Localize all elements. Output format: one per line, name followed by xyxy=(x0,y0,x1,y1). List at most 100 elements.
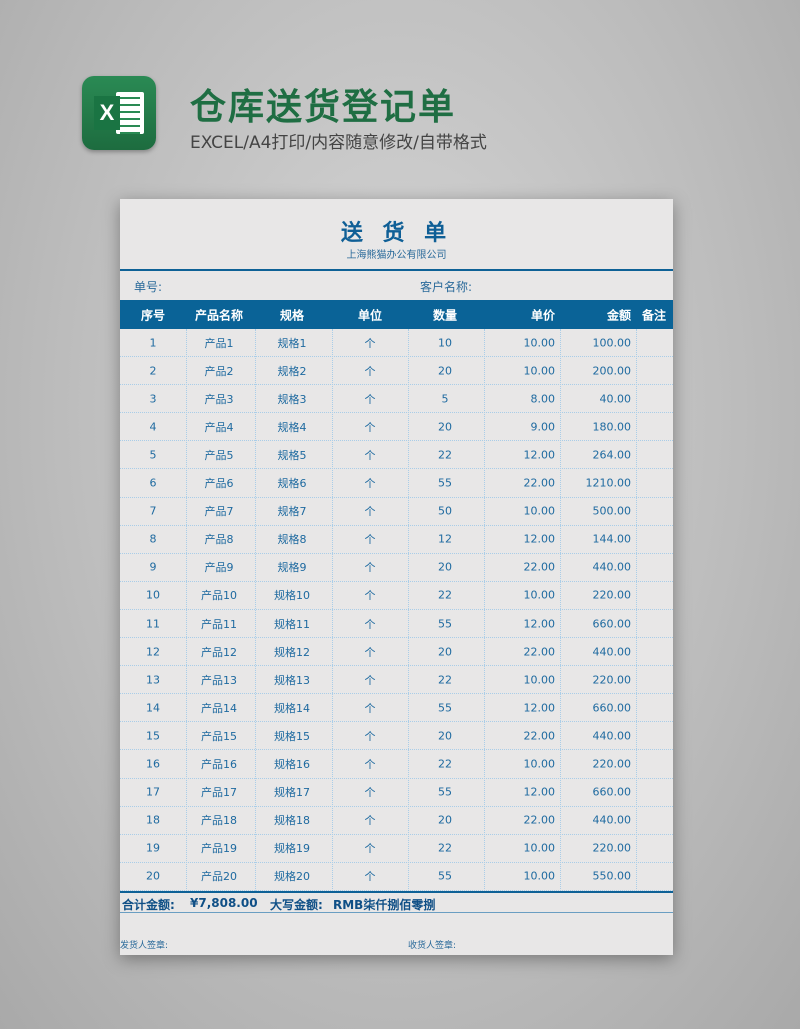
table-header: 序号 产品名称 规格 单位 数量 单价 金额 备注 xyxy=(120,300,673,329)
table-cell: 220.00 xyxy=(592,757,632,771)
table-cell: 660.00 xyxy=(592,617,632,630)
column-header: 单位 xyxy=(357,308,383,322)
table-row: 16 产品16 规格16 个 22 10.00 220.00 xyxy=(120,751,673,779)
table-cell: 100.00 xyxy=(592,336,632,349)
table-cell: 20 xyxy=(438,813,452,827)
excel-logo-icon: X xyxy=(82,76,156,150)
table-cell: 10.00 xyxy=(523,869,556,883)
table-cell: 10.00 xyxy=(523,841,556,855)
table-cell: 个 xyxy=(364,673,376,687)
table-cell: 2 xyxy=(149,364,157,378)
column-header: 序号 xyxy=(140,308,166,322)
table-cell: 22.00 xyxy=(523,645,556,659)
table-cell: 8.00 xyxy=(530,392,556,406)
table-cell: 个 xyxy=(364,505,376,519)
table-cell: 10 xyxy=(146,588,160,602)
column-header: 单价 xyxy=(530,308,555,322)
table-cell: 个 xyxy=(364,729,376,743)
table-cell: 144.00 xyxy=(592,532,632,546)
table-cell: 20 xyxy=(438,645,452,659)
table-cell: 22 xyxy=(438,588,452,602)
table-cell: 个 xyxy=(364,533,376,547)
table-row: 3 产品3 规格3 个 5 8.00 40.00 xyxy=(120,385,673,414)
table-cell: 14 xyxy=(146,701,160,715)
table-cell: 12.00 xyxy=(523,785,556,799)
table-row: 9 产品9 规格9 个 20 22.00 440.00 xyxy=(120,554,673,582)
grid-line xyxy=(636,329,637,891)
table-cell: 规格4 xyxy=(277,420,307,434)
table-cell: 1 xyxy=(149,336,157,349)
column-header: 规格 xyxy=(279,308,305,322)
table-row: 17 产品17 规格17 个 55 12.00 660.00 xyxy=(120,779,673,807)
table-cell: 产品17 xyxy=(201,786,237,800)
table-cell: 规格5 xyxy=(277,448,307,462)
table-cell: 440.00 xyxy=(592,560,632,574)
table-cell: 13 xyxy=(146,673,160,687)
grid-line xyxy=(332,329,333,891)
table-cell: 产品11 xyxy=(201,617,237,631)
table-cell: 22.00 xyxy=(523,729,556,743)
table-row: 14 产品14 规格14 个 55 12.00 660.00 xyxy=(120,694,673,723)
table-row: 12 产品12 规格12 个 20 22.00 440.00 xyxy=(120,638,673,667)
divider xyxy=(120,269,673,271)
table-cell: 规格7 xyxy=(277,505,307,519)
table-cell: 5 xyxy=(441,392,449,406)
table-cell: 10.00 xyxy=(523,336,556,349)
column-header: 产品名称 xyxy=(194,308,244,322)
table-cell: 440.00 xyxy=(592,729,632,743)
table-cell: 产品2 xyxy=(204,364,234,378)
table-cell: 10.00 xyxy=(523,504,556,518)
receiver-signature-label: 收货人签章: xyxy=(408,941,457,951)
table-cell: 规格1 xyxy=(277,336,307,350)
table-cell: 1210.00 xyxy=(585,476,632,490)
table-row: 13 产品13 规格13 个 22 10.00 220.00 xyxy=(120,666,673,695)
table-cell: 660.00 xyxy=(592,701,632,715)
doc-title: 送 货 单 xyxy=(340,221,453,246)
table-cell: 产品1 xyxy=(204,336,234,350)
table-cell: 产品3 xyxy=(204,392,234,406)
table-cell: 220.00 xyxy=(592,588,632,602)
table-cell: 500.00 xyxy=(592,504,632,518)
table-row: 2 产品2 规格2 个 20 10.00 200.00 xyxy=(120,357,673,386)
table-cell: 规格19 xyxy=(274,842,310,856)
column-header: 数量 xyxy=(432,308,458,322)
words-label: 大写金额: xyxy=(270,898,323,912)
customer-label: 客户名称: xyxy=(420,280,473,294)
table-cell: 规格2 xyxy=(277,364,307,378)
table-cell: 规格20 xyxy=(274,870,310,884)
page-title: 仓库送货登记单 xyxy=(190,87,457,128)
table-cell: 规格13 xyxy=(274,673,310,687)
table-cell: 产品13 xyxy=(201,673,237,687)
table-cell: 个 xyxy=(364,701,376,715)
words-value: RMB柒仟捌佰零捌 xyxy=(333,898,436,912)
table-cell: 22 xyxy=(438,448,452,462)
table-cell: 产品15 xyxy=(201,729,237,743)
table-cell: 产品14 xyxy=(201,701,237,715)
table-cell: 20 xyxy=(438,729,452,743)
table-cell: 个 xyxy=(364,786,376,800)
table-cell: 40.00 xyxy=(599,392,632,406)
table-cell: 9 xyxy=(149,560,157,574)
table-cell: 22.00 xyxy=(523,476,556,490)
total-label: 合计金额: xyxy=(122,898,175,912)
table-cell: 22 xyxy=(438,757,452,771)
table-row: 15 产品15 规格15 个 20 22.00 440.00 xyxy=(120,722,673,751)
table-cell: 18 xyxy=(146,813,160,827)
table-row: 6 产品6 规格6 个 55 22.00 1210.00 xyxy=(120,470,673,498)
table-cell: 产品18 xyxy=(201,814,237,828)
table-cell: 22 xyxy=(438,673,452,687)
table-cell: 11 xyxy=(146,617,160,630)
table-cell: 规格3 xyxy=(277,392,307,406)
company-name: 上海熊猫办公有限公司 xyxy=(346,250,447,261)
table-cell: 规格11 xyxy=(274,617,310,631)
table-cell: 55 xyxy=(438,617,452,630)
table-cell: 12.00 xyxy=(523,617,556,630)
table-cell: 规格12 xyxy=(274,645,310,659)
table-cell: 个 xyxy=(364,561,376,575)
table-cell: 22.00 xyxy=(523,560,556,574)
table-cell: 个 xyxy=(364,448,376,462)
table-row: 4 产品4 规格4 个 20 9.00 180.00 xyxy=(120,413,673,442)
table-cell: 个 xyxy=(364,814,376,828)
table-cell: 12.00 xyxy=(523,532,556,546)
table-cell: 20 xyxy=(146,869,160,883)
